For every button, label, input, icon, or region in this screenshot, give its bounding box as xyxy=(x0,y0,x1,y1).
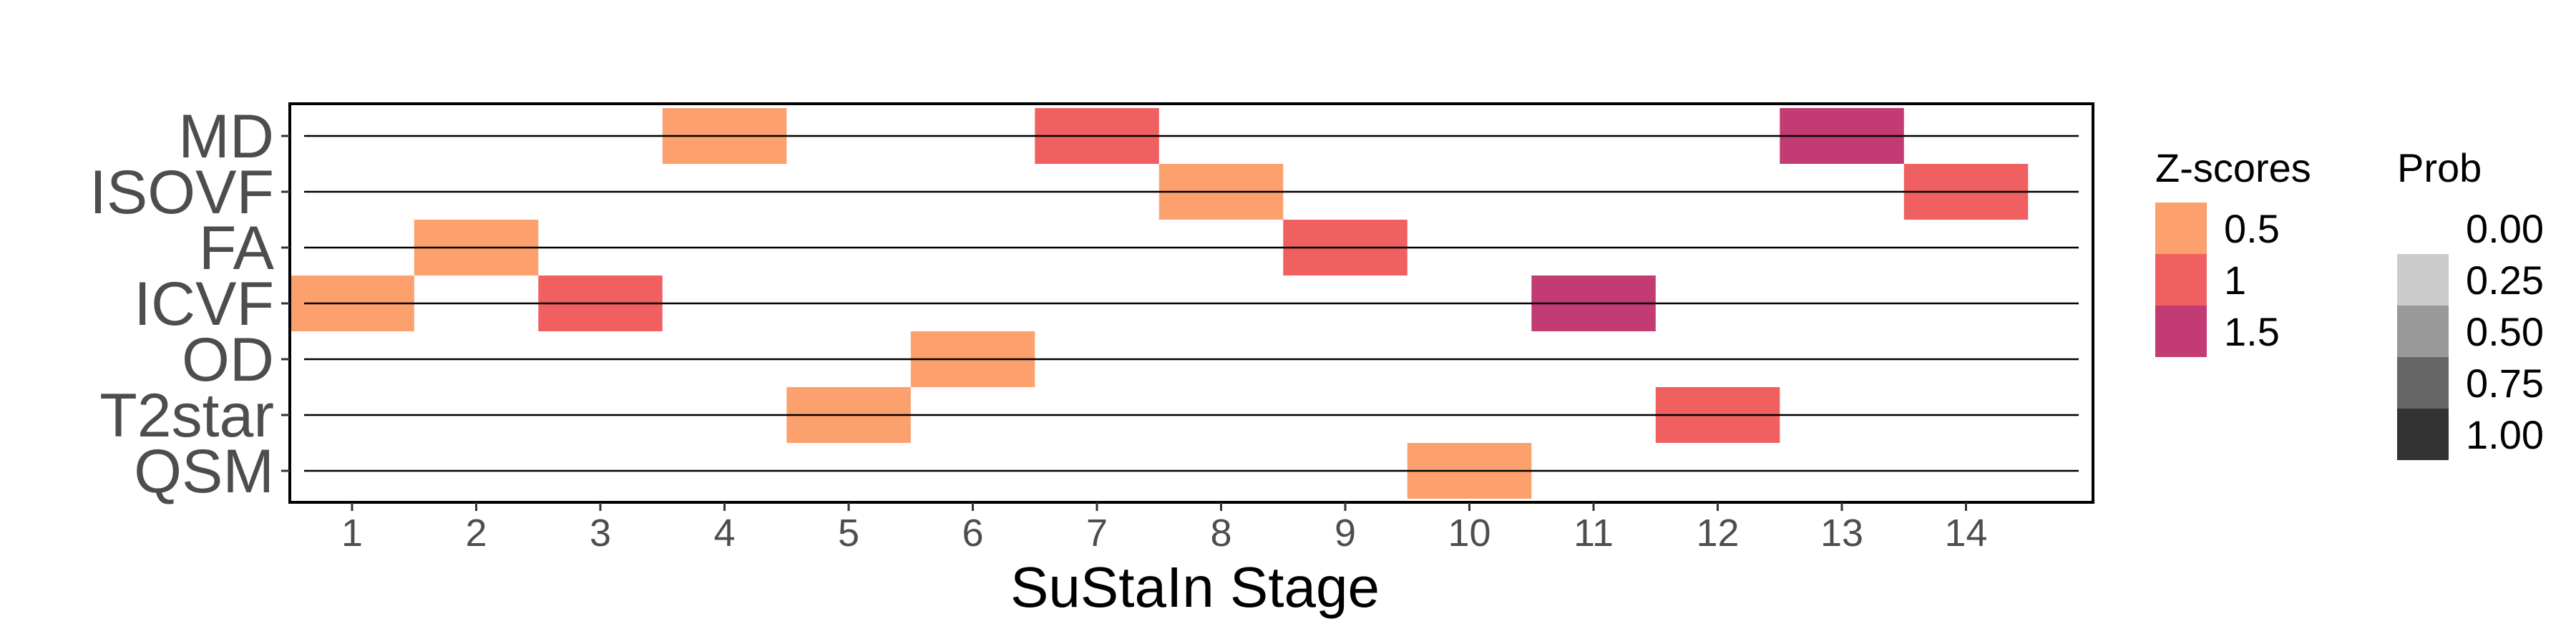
y-tick-label: T2star xyxy=(99,381,274,450)
x-tick-label: 9 xyxy=(1335,512,1356,555)
x-tick-label: 12 xyxy=(1696,512,1739,555)
prob-legend-label: 0.25 xyxy=(2466,258,2544,303)
x-tick-label: 7 xyxy=(1086,512,1108,555)
zscore-legend-label: 1.5 xyxy=(2224,309,2280,354)
zscore-legend-title: Z-scores xyxy=(2155,145,2311,190)
x-axis: 1 2 3 4 5 6 7 8 9 10 11 12 13 14 xyxy=(341,502,1988,555)
y-tick-label: OD xyxy=(182,326,274,394)
prob-legend-label: 1.00 xyxy=(2466,412,2544,457)
prob-legend-label: 0.00 xyxy=(2466,206,2544,251)
x-tick-label: 14 xyxy=(1944,512,1987,555)
x-tick-label: 5 xyxy=(838,512,859,555)
zscore-legend-label: 0.5 xyxy=(2224,206,2280,251)
prob-legend-swatch xyxy=(2397,409,2449,460)
prob-legend-swatch xyxy=(2397,357,2449,409)
y-tick-label: FA xyxy=(199,214,275,283)
zscore-legend-label: 1 xyxy=(2224,258,2246,303)
prob-legend-swatch xyxy=(2397,203,2449,254)
prob-legend-title: Prob xyxy=(2397,145,2482,190)
x-tick-label: 11 xyxy=(1574,512,1614,555)
x-tick-label: 4 xyxy=(713,512,735,555)
prob-legend-swatch xyxy=(2397,254,2449,306)
x-tick-label: 6 xyxy=(962,512,983,555)
x-tick-label: 10 xyxy=(1448,512,1491,555)
prob-legend: Prob 0.00 0.25 0.50 0.75 1.00 xyxy=(2397,145,2544,460)
zscore-legend-swatch xyxy=(2155,254,2207,306)
x-tick-label: 2 xyxy=(465,512,487,555)
y-tick-label: MD xyxy=(178,102,274,171)
y-tick-label: ICVF xyxy=(134,270,274,338)
prob-legend-swatch xyxy=(2397,306,2449,357)
x-tick-label: 8 xyxy=(1210,512,1231,555)
zscore-legend-swatch xyxy=(2155,203,2207,254)
row-lines xyxy=(304,135,2079,472)
prob-legend-items: 0.00 0.25 0.50 0.75 1.00 xyxy=(2397,203,2544,460)
zscore-legend-items: 0.5 1 1.5 xyxy=(2155,203,2280,357)
zscore-legend-swatch xyxy=(2155,306,2207,357)
x-axis-label: SuStaIn Stage xyxy=(1010,555,1380,619)
x-tick-label: 1 xyxy=(341,512,363,555)
zscore-legend: Z-scores 0.5 1 1.5 xyxy=(2155,145,2311,357)
y-tick-label: QSM xyxy=(134,437,274,506)
prob-legend-label: 0.75 xyxy=(2466,361,2544,406)
prob-legend-label: 0.50 xyxy=(2466,309,2544,354)
x-tick-label: 3 xyxy=(590,512,611,555)
y-tick-label: ISOVF xyxy=(89,158,274,227)
x-tick-label: 13 xyxy=(1820,512,1863,555)
